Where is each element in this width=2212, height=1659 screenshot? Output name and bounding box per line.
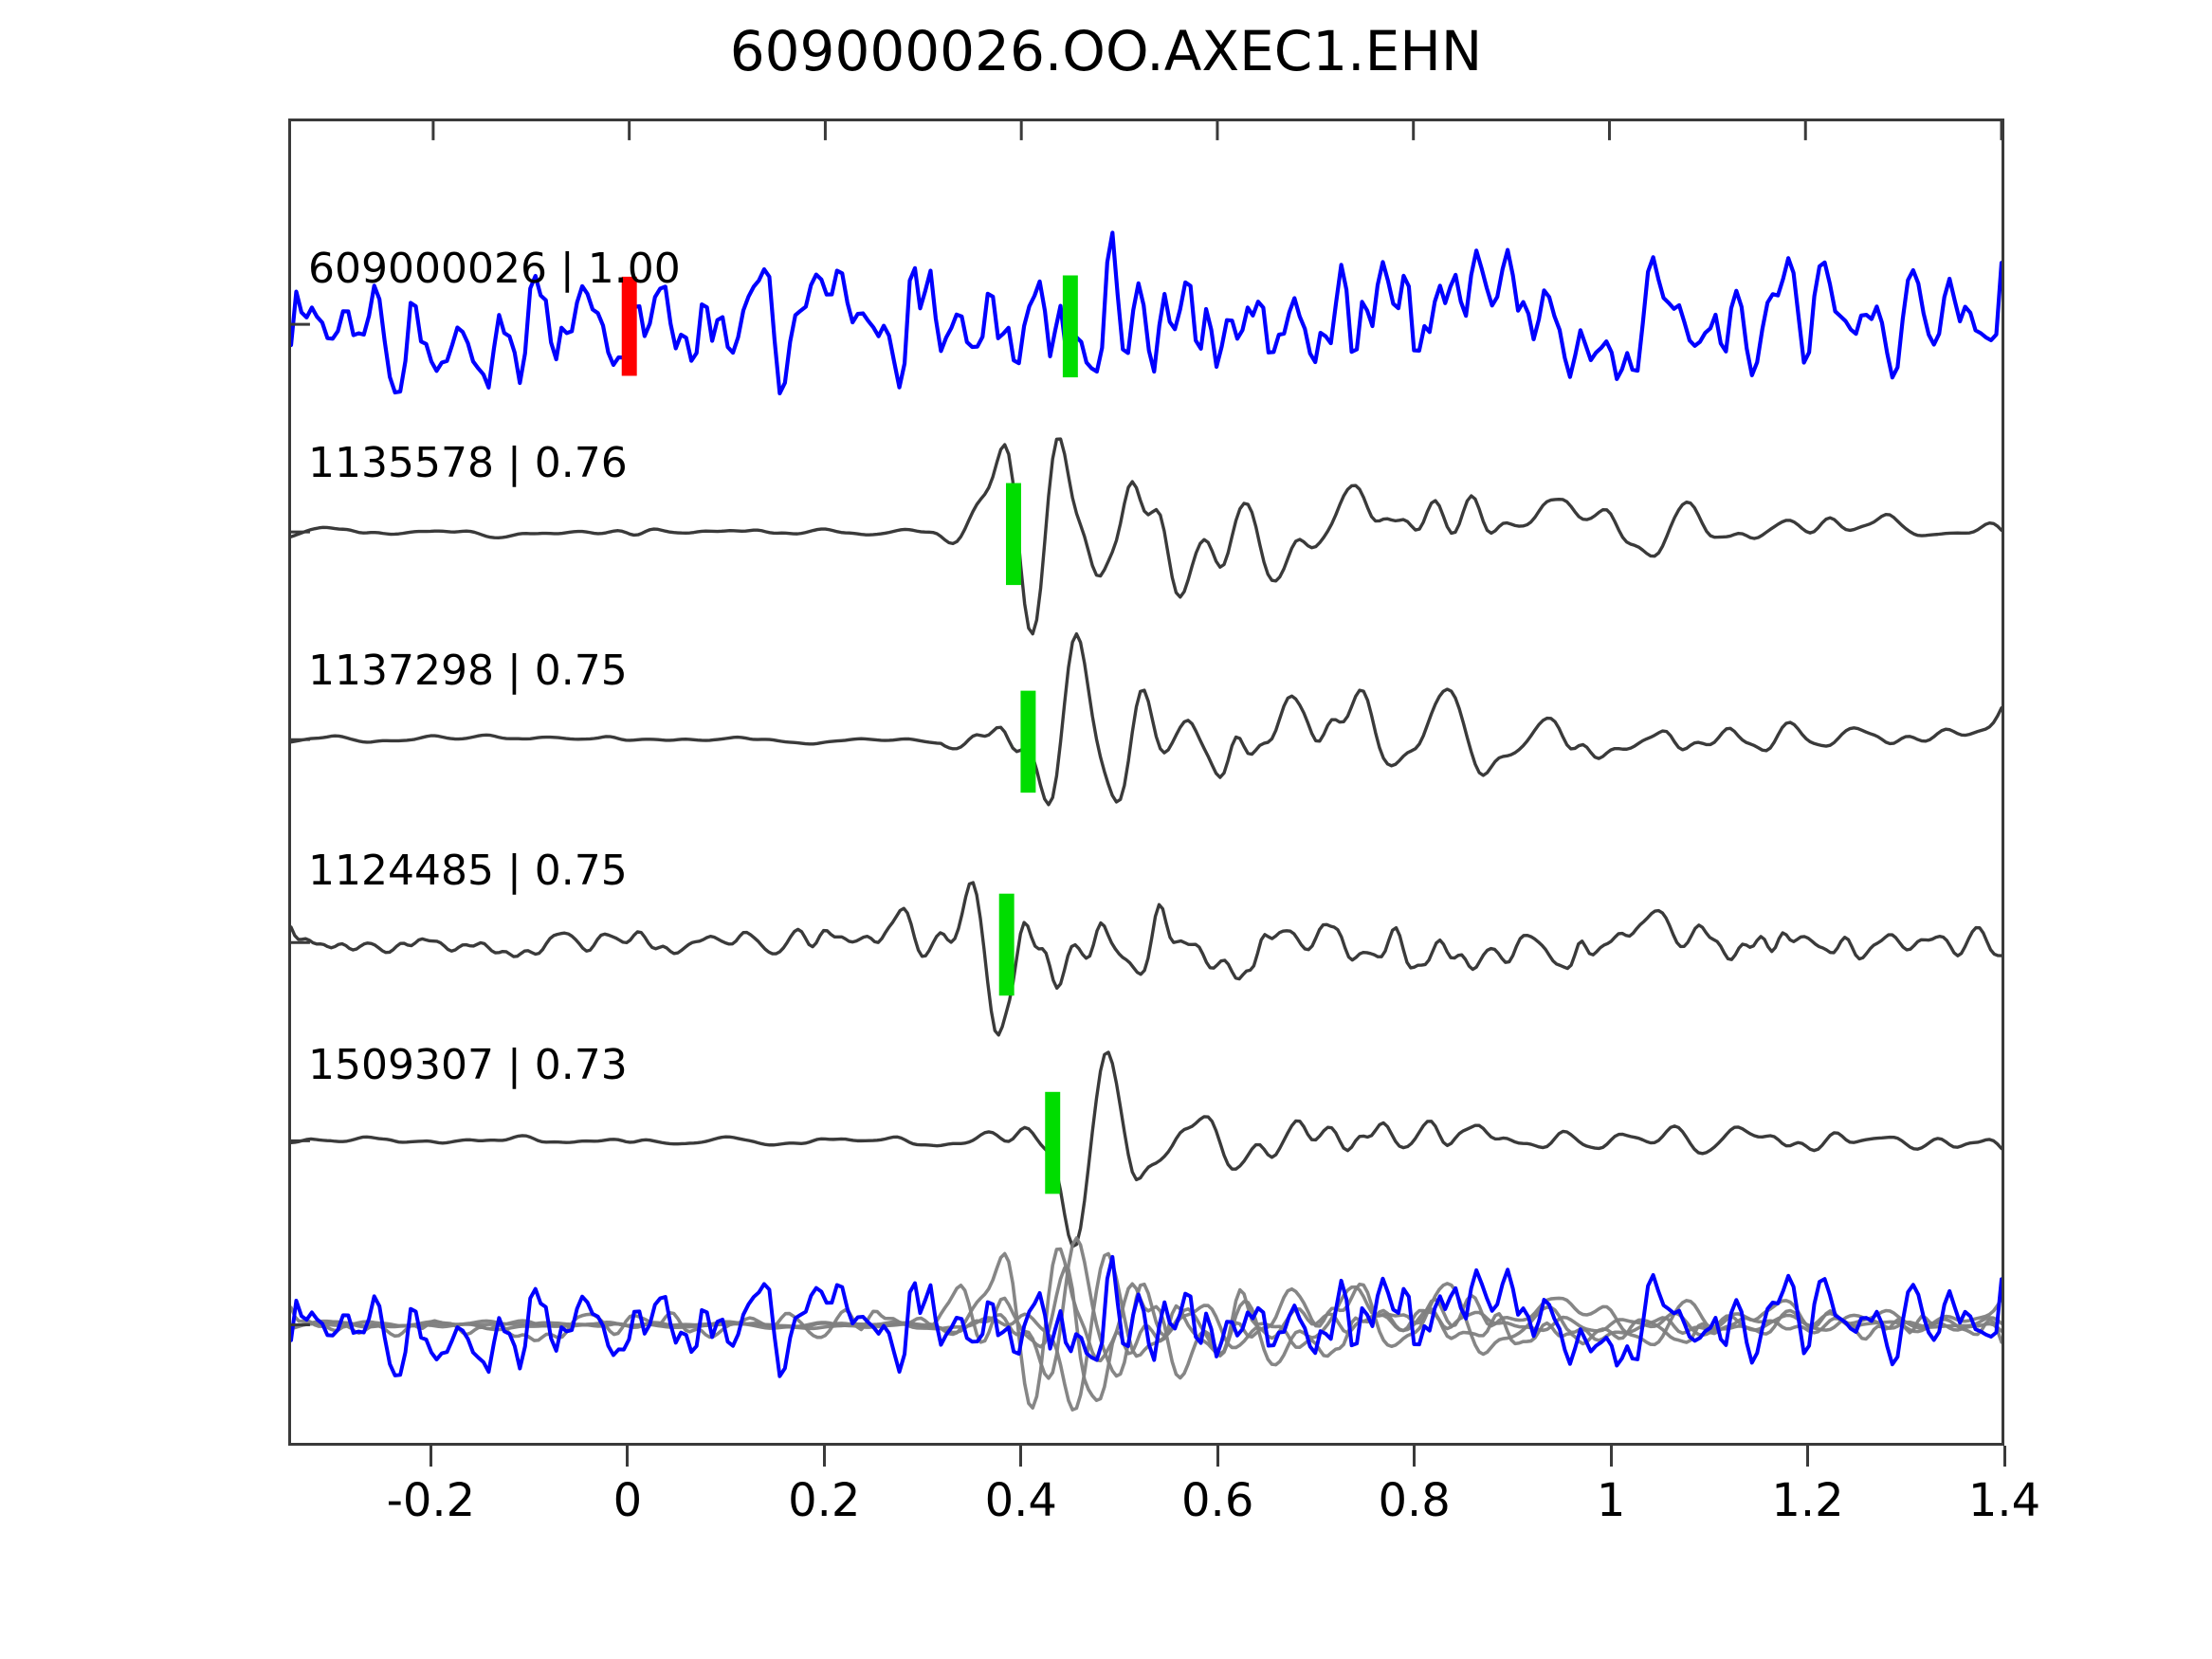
pick-marker-s [1020,690,1036,793]
waveform-detection-trace [291,437,2002,636]
x-axis-tick-label: 1.2 [1771,1474,1844,1527]
trace-label: 1137298 | 0.75 [308,647,628,695]
x-axis-tick [822,1446,826,1467]
pick-marker-p [621,276,637,376]
x-axis-tick [429,1446,432,1467]
pick-marker-s [998,893,1015,996]
waveform-detection-trace [291,881,2002,1037]
x-axis-tick-label: 0.4 [984,1474,1057,1527]
x-axis-tick-label: 0.2 [788,1474,861,1527]
x-axis-tick [1609,1446,1613,1467]
trace-label: 1135578 | 0.76 [308,439,628,487]
plot-area [288,118,2004,1446]
x-axis-tick [626,1446,630,1467]
trace-label: 1124485 | 0.75 [308,847,628,895]
pick-marker-s [1045,1091,1061,1194]
trace-label: 609000026 | 1.00 [308,245,681,293]
x-axis-tick [1019,1446,1023,1467]
x-axis-tick-label: 0 [612,1474,643,1527]
x-axis-tick [1413,1446,1417,1467]
x-axis: -0.2 0 0.2 0.4 0.6 0.8 1 1.2 1.4 [288,1446,2040,1550]
waveform-detection-trace [291,1050,2002,1249]
x-axis-tick [1806,1446,1810,1467]
x-axis-tick-label: 1.4 [1967,1474,2041,1527]
page-title: 609000026.OO.AXEC1.EHN [729,19,1483,83]
pick-marker-s [1005,483,1021,586]
x-axis-tick-label: -0.2 [386,1474,476,1527]
trace-label: 1509307 | 0.73 [308,1041,628,1089]
x-axis-tick-label: 0.6 [1181,1474,1254,1527]
x-axis-tick-label: 0.8 [1378,1474,1451,1527]
x-axis-tick-label: 1 [1596,1474,1626,1527]
x-axis-tick [1216,1446,1219,1467]
waveform-template-trace [291,230,2002,396]
pick-marker-s [1062,275,1078,378]
waveform-overlay-template [291,1254,2002,1378]
waveform-svg [291,121,2002,1412]
x-axis-tick [2002,1446,2006,1467]
waveform-detection-trace [291,631,2002,807]
